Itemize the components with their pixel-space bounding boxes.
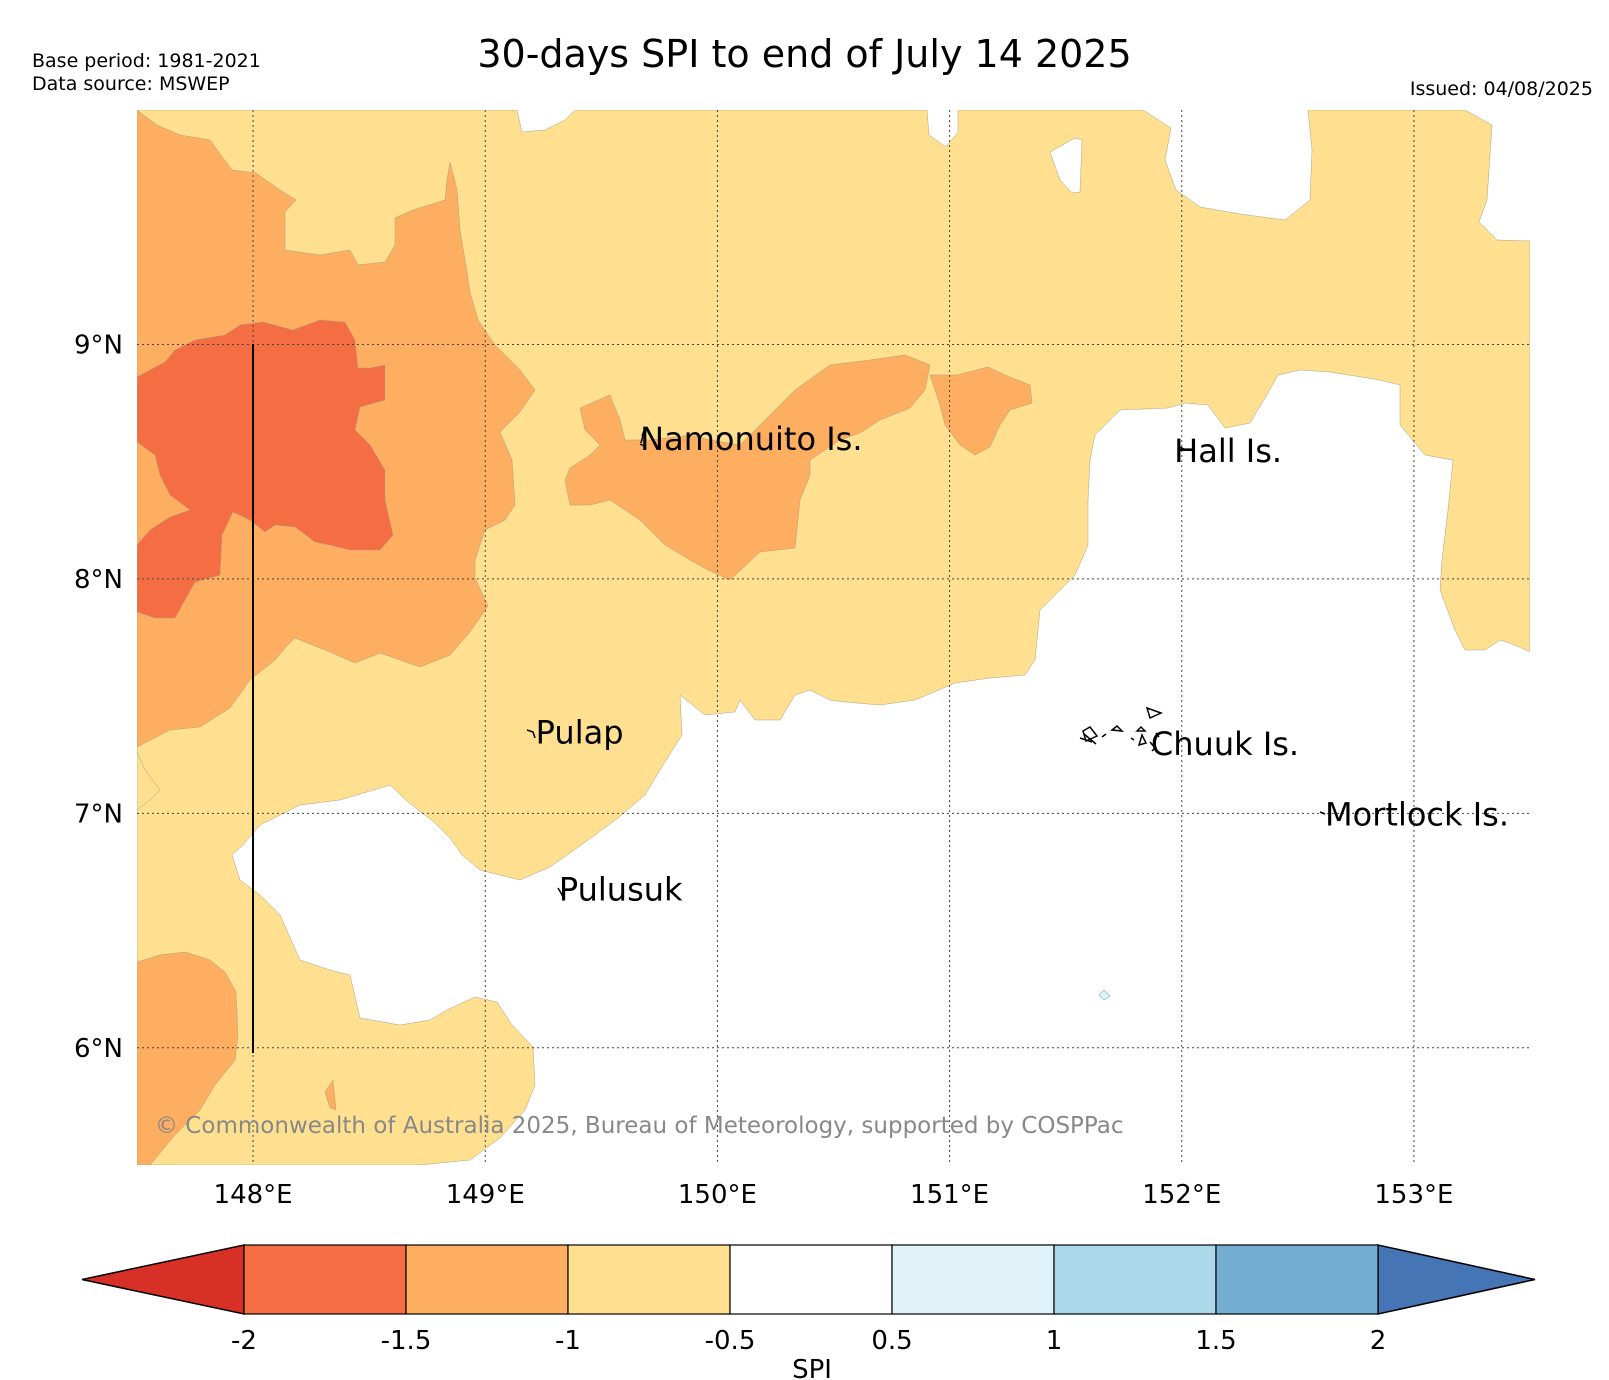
data-source: Data source: MSWEP (32, 73, 230, 95)
header-meta: Base period: 1981-2021 Data source: MSWE… (32, 50, 261, 96)
colorbar-tick-label: 1.5 (1195, 1326, 1236, 1356)
longitude-label: 150°E (678, 1180, 757, 1210)
place-labels: Namonuito Is. Hall Is. Pulap Chuuk Is. Mortl… (536, 420, 1509, 908)
map-gridlines (137, 110, 1530, 1165)
pulusuk-atoll (557, 887, 564, 898)
longitude-label: 152°E (1142, 1180, 1221, 1210)
pulap-atoll (526, 729, 536, 739)
spi-region-red-orange (137, 319, 394, 619)
spi-contours (137, 110, 1530, 1165)
longitude-label: 153°E (1374, 1180, 1453, 1210)
chuuk-islands (1079, 706, 1163, 752)
copyright-notice: © Commonwealth of Australia 2025, Bureau… (155, 1113, 1124, 1139)
colorbar-tick-label: -2 (231, 1326, 257, 1356)
longitude-label: 148°E (214, 1180, 293, 1210)
place-label: Mortlock Is. (1325, 795, 1509, 833)
colorbar-segment (405, 1244, 569, 1315)
colorbar-tick-label: 2 (1370, 1326, 1387, 1356)
colorbar-extend-high (1377, 1244, 1536, 1315)
map-title: 30-days SPI to end of July 14 2025 (477, 32, 1132, 76)
spi-region-orange-namonuito (564, 354, 931, 581)
colorbar-tick-label: -1.5 (381, 1326, 432, 1356)
hall-atoll (1179, 446, 1185, 450)
base-period: Base period: 1981-2021 (32, 50, 261, 72)
place-label: Namonuito Is. (640, 420, 862, 458)
latitude-label: 8°N (74, 565, 123, 595)
colorbar-tick-label: -0.5 (705, 1326, 756, 1356)
namonuito-atoll (639, 427, 646, 447)
colorbar-segments (81, 1244, 1536, 1315)
colorbar-segment (729, 1244, 893, 1315)
longitude-labels: 148°E 149°E 150°E 151°E 152°E 153°E (214, 1180, 1454, 1210)
mortlock-atoll (1319, 811, 1326, 815)
place-label: Pulusuk (559, 870, 683, 908)
colorbar-segment (243, 1244, 407, 1315)
colorbar-extend-low (81, 1244, 245, 1315)
latitude-label: 6°N (74, 1034, 123, 1064)
latitude-label: 9°N (74, 330, 123, 360)
spi-region-blue (1098, 989, 1111, 1001)
issued-date: Issued: 04/08/2025 (1409, 78, 1593, 100)
place-label: Chuuk Is. (1151, 725, 1299, 763)
colorbar-tick-label: 0.5 (871, 1326, 912, 1356)
colorbar-ticks: -2 -1.5 -1 -0.5 0.5 1 1.5 2 (231, 1326, 1386, 1356)
longitude-label: 149°E (446, 1180, 525, 1210)
colorbar-title: SPI (792, 1355, 832, 1380)
colorbar-segment (1053, 1244, 1217, 1315)
place-label: Pulap (536, 713, 624, 751)
place-label: Hall Is. (1174, 432, 1282, 470)
island-outlines (526, 427, 1326, 898)
colorbar-tick-label: -1 (555, 1326, 581, 1356)
latitude-labels: 9°N 8°N 7°N 6°N (74, 330, 123, 1063)
colorbar-tick-label: 1 (1046, 1326, 1063, 1356)
spi-region-orange-southwest (137, 951, 239, 1165)
latitude-label: 7°N (74, 799, 123, 829)
colorbar-segment (891, 1244, 1055, 1315)
longitude-label: 151°E (910, 1180, 989, 1210)
colorbar-segment (1215, 1244, 1379, 1315)
colorbar-segment (567, 1244, 731, 1315)
